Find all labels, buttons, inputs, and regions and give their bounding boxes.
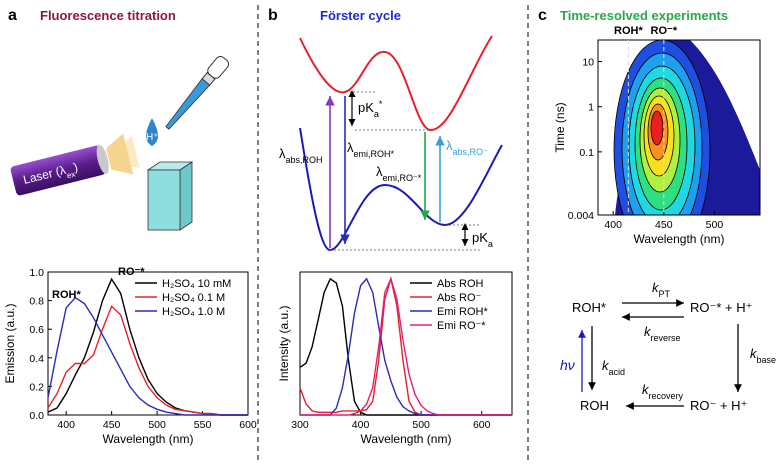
x-tick-label: 400: [57, 419, 75, 431]
legend-label: H₂SO₄ 10 mM: [162, 278, 231, 290]
plot-frame: [47, 271, 249, 416]
x-tick-label: 450: [103, 419, 121, 431]
y-axis-label: Emission (a.u.): [3, 303, 17, 383]
y-axis-label: Intensity (a.u.): [277, 305, 291, 381]
x-tick-label: 500: [412, 419, 430, 431]
panel-title: Time-resolved experiments: [560, 8, 728, 23]
x-tick-label: 500: [148, 419, 166, 431]
x-tick-label: 300: [291, 419, 309, 431]
x-axis-label: Wavelength (nm): [634, 232, 725, 246]
panel-title: Fluorescence titration: [40, 8, 176, 23]
rate-subscript: acid: [609, 367, 626, 377]
rate-symbol: k: [642, 382, 650, 397]
rate-constant: kacid: [602, 358, 625, 377]
annotation: ROH*: [52, 289, 81, 301]
rate-constant: kreverse: [644, 324, 681, 343]
rate-subscript: PT: [659, 289, 671, 299]
excited-state-curve: [299, 35, 493, 132]
y-tick-label: 10: [582, 57, 594, 69]
rate-subscript: reverse: [651, 333, 681, 343]
pipette: [165, 56, 230, 130]
y-tick-label: 1: [588, 102, 594, 114]
x-tick-label: 600: [473, 419, 491, 431]
laser: Laser (λex): [10, 133, 140, 196]
panel-letter: a: [8, 7, 17, 24]
rate-subscript: base: [757, 355, 777, 365]
rate-subscript: recovery: [649, 391, 684, 401]
scheme-label: ROH*: [572, 300, 606, 315]
y-tick-label: 0.1: [579, 147, 594, 159]
panel-letter: b: [268, 7, 278, 24]
scheme-label: RO⁻ + H⁺: [690, 398, 747, 413]
drop-label: H⁺: [146, 132, 159, 143]
legend-label: H₂SO₄ 0.1 M: [162, 292, 225, 304]
y-tick-label: 1.0: [29, 267, 44, 279]
x-tick-label: 500: [706, 219, 724, 231]
cuvette: [146, 161, 194, 231]
annotation: RO⁻*: [118, 266, 145, 278]
rate-constant: kbase: [750, 346, 776, 365]
ground-state-curve: [299, 127, 503, 252]
rate-constant: krecovery: [642, 382, 684, 401]
legend-label: Emi ROH*: [437, 306, 488, 318]
scheme-label: hν: [560, 357, 575, 373]
drop: [145, 118, 159, 146]
legend-label: Emi RO⁻*: [437, 320, 486, 332]
legend-label: H₂SO₄ 1.0 M: [162, 306, 225, 318]
panel-letter: c: [538, 7, 547, 24]
x-axis-label: Wavelength (nm): [361, 432, 452, 446]
y-tick-label: 0.8: [29, 296, 44, 308]
diagram-label: λemi,RO⁻*: [376, 164, 422, 183]
diagram-label: pKa: [472, 230, 493, 249]
legend-label: Abs RO⁻: [437, 292, 482, 304]
series-line: [300, 276, 512, 416]
y-tick-label: 0.2: [29, 381, 44, 393]
panel-title: Förster cycle: [320, 8, 401, 23]
y-axis-label: Time (ns): [553, 102, 567, 152]
x-tick-label: 400: [604, 219, 622, 231]
rate-constant: kPT: [652, 280, 671, 299]
x-tick-label: 600: [239, 419, 257, 431]
marker-label: ROH*: [614, 25, 643, 37]
rate-symbol: k: [750, 346, 758, 361]
rate-symbol: k: [652, 280, 660, 295]
plot-frame: [597, 39, 761, 216]
diagram-label: λemi,ROH*: [347, 140, 395, 159]
scheme-label: ROH: [580, 398, 609, 413]
series-line: [47, 305, 248, 416]
y-tick-label: 0.6: [29, 324, 44, 336]
diagram-label: λabs,ROH: [279, 146, 323, 165]
x-tick-label: 400: [352, 419, 370, 431]
diagram-label: pKa*: [358, 99, 383, 119]
x-axis-label: Wavelength (nm): [103, 432, 194, 446]
x-tick-label: 550: [194, 419, 212, 431]
rate-symbol: k: [644, 324, 652, 339]
y-tick-label: 0.0: [29, 410, 44, 422]
heatmap-image: [598, 40, 760, 215]
rate-symbol: k: [602, 358, 610, 373]
scheme-label: RO⁻* + H⁺: [690, 300, 753, 315]
series-line: [47, 296, 248, 416]
legend-label: Abs ROH: [437, 278, 484, 290]
x-tick-label: 450: [655, 219, 673, 231]
y-tick-label: 0.004: [568, 210, 594, 222]
diagram-label: λabs,RO⁻: [446, 138, 488, 157]
marker-label: RO⁻*: [651, 25, 678, 37]
y-tick-label: 0.4: [29, 353, 44, 365]
